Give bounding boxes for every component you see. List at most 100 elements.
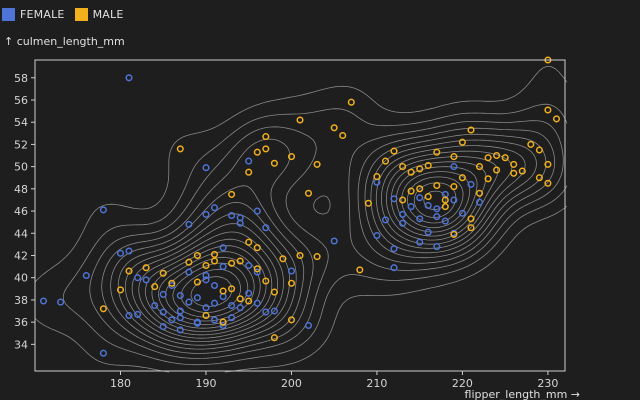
data-point-male[interactable]: [381, 157, 390, 165]
data-point-male[interactable]: [193, 278, 201, 286]
data-point-male[interactable]: [116, 286, 125, 294]
data-point-female[interactable]: [433, 213, 441, 221]
data-point-female[interactable]: [373, 231, 381, 240]
data-point-male[interactable]: [416, 185, 424, 193]
data-point-female[interactable]: [159, 290, 167, 298]
data-point-female[interactable]: [236, 214, 244, 222]
data-point-female[interactable]: [168, 281, 176, 290]
data-point-male[interactable]: [416, 165, 424, 173]
data-point-male[interactable]: [228, 285, 236, 293]
data-point-male[interactable]: [245, 168, 253, 176]
data-point-male[interactable]: [458, 138, 466, 146]
data-point-female[interactable]: [210, 281, 219, 290]
data-point-male[interactable]: [151, 283, 159, 291]
data-point-female[interactable]: [99, 349, 107, 357]
data-point-female[interactable]: [253, 207, 261, 215]
data-point-female[interactable]: [134, 274, 142, 282]
data-point-male[interactable]: [262, 133, 270, 141]
data-point-male[interactable]: [544, 160, 552, 168]
data-point-male[interactable]: [159, 269, 167, 277]
data-point-female[interactable]: [475, 198, 484, 206]
data-point-female[interactable]: [202, 276, 210, 284]
data-point-male[interactable]: [313, 160, 321, 168]
data-point-male[interactable]: [287, 279, 296, 287]
data-point-male[interactable]: [467, 126, 475, 134]
data-point-male[interactable]: [544, 106, 552, 114]
data-point-female[interactable]: [245, 261, 253, 270]
data-point-female[interactable]: [390, 264, 398, 272]
data-point-female[interactable]: [210, 316, 219, 324]
data-point-male[interactable]: [339, 131, 347, 140]
data-point-female[interactable]: [450, 163, 458, 171]
data-point-female[interactable]: [228, 211, 236, 220]
data-point-female[interactable]: [330, 237, 338, 245]
data-point-male[interactable]: [245, 238, 253, 246]
data-point-female[interactable]: [202, 164, 210, 172]
data-point-female[interactable]: [416, 194, 424, 202]
data-point-female[interactable]: [219, 244, 227, 252]
data-point-male[interactable]: [467, 215, 475, 223]
data-point-male[interactable]: [193, 251, 201, 260]
data-point-male[interactable]: [253, 244, 261, 252]
data-point-male[interactable]: [475, 163, 484, 171]
data-point-female[interactable]: [390, 195, 398, 203]
data-point-male[interactable]: [527, 140, 535, 148]
data-point-female[interactable]: [142, 276, 150, 284]
data-point-male[interactable]: [296, 116, 304, 124]
data-point-female[interactable]: [202, 210, 210, 218]
data-point-male[interactable]: [142, 264, 150, 272]
data-point-female[interactable]: [185, 268, 193, 276]
data-point-male[interactable]: [484, 175, 492, 183]
data-point-female[interactable]: [39, 297, 48, 305]
data-point-male[interactable]: [484, 154, 492, 162]
data-point-female[interactable]: [176, 314, 184, 322]
data-point-male[interactable]: [228, 259, 236, 267]
data-point-female[interactable]: [219, 321, 227, 330]
data-point-female[interactable]: [228, 301, 236, 310]
data-point-male[interactable]: [270, 159, 278, 167]
data-point-female[interactable]: [433, 243, 441, 251]
data-point-male[interactable]: [296, 251, 304, 260]
data-point-male[interactable]: [176, 145, 184, 153]
data-point-male[interactable]: [125, 267, 133, 275]
data-point-male[interactable]: [535, 174, 543, 182]
data-point-male[interactable]: [245, 297, 253, 305]
data-point-male[interactable]: [441, 196, 449, 204]
data-point-female[interactable]: [125, 247, 133, 255]
data-point-female[interactable]: [176, 291, 184, 300]
data-point-male[interactable]: [450, 153, 458, 161]
data-point-female[interactable]: [125, 311, 133, 320]
data-point-female[interactable]: [185, 298, 193, 306]
data-point-male[interactable]: [518, 167, 526, 175]
data-point-female[interactable]: [416, 238, 424, 246]
data-point-male[interactable]: [262, 145, 270, 153]
data-point-female[interactable]: [407, 203, 415, 211]
data-point-female[interactable]: [262, 308, 270, 316]
data-point-female[interactable]: [219, 293, 227, 301]
data-point-female[interactable]: [168, 316, 176, 324]
data-point-female[interactable]: [99, 206, 107, 214]
data-point-female[interactable]: [381, 216, 390, 224]
data-point-male[interactable]: [552, 115, 561, 123]
data-point-male[interactable]: [236, 257, 244, 265]
data-point-female[interactable]: [176, 307, 184, 315]
data-point-female[interactable]: [262, 224, 270, 232]
data-point-female[interactable]: [270, 307, 278, 315]
data-point-male[interactable]: [279, 255, 287, 263]
data-point-female[interactable]: [202, 271, 210, 280]
data-point-male[interactable]: [347, 98, 355, 106]
data-point-male[interactable]: [313, 253, 321, 261]
data-point-female[interactable]: [441, 217, 449, 225]
data-point-male[interactable]: [450, 183, 458, 191]
data-point-female[interactable]: [450, 196, 458, 204]
data-point-female[interactable]: [253, 299, 261, 307]
data-point-female[interactable]: [253, 268, 261, 276]
data-point-male[interactable]: [399, 163, 407, 171]
data-point-female[interactable]: [424, 201, 432, 210]
data-point-male[interactable]: [424, 193, 432, 201]
data-point-male[interactable]: [253, 148, 261, 156]
data-point-female[interactable]: [287, 267, 296, 275]
data-point-female[interactable]: [116, 249, 125, 257]
data-point-male[interactable]: [501, 154, 509, 162]
legend-item-male[interactable]: MALE: [74, 8, 124, 21]
